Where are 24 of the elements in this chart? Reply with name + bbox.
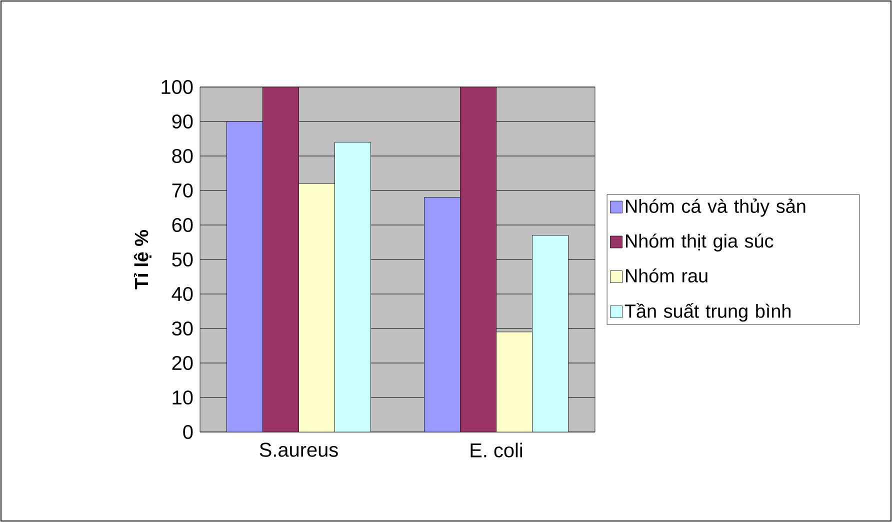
legend-label: Tần suất trung bình	[624, 303, 790, 322]
y-tick-label: 0	[183, 424, 193, 440]
x-tick-label: E. coli	[470, 442, 522, 458]
y-tick-label: 70	[172, 183, 193, 198]
x-tick-label: S.aureus	[260, 442, 338, 457]
bar	[226, 121, 263, 432]
bar	[496, 332, 532, 432]
y-axis-title: Tỉ lệ %	[134, 230, 152, 290]
y-tick-label: 100	[162, 80, 193, 94]
legend-label: Nhóm thịt gia súc	[626, 234, 774, 252]
y-tick-label: 60	[172, 218, 193, 232]
bar	[424, 197, 460, 432]
bar	[532, 235, 568, 432]
legend-label: Nhóm rau	[626, 268, 708, 282]
bar	[334, 142, 371, 432]
y-tick-label: 80	[172, 148, 193, 164]
y-tick-label: 30	[172, 321, 193, 336]
y-tick-label: 40	[172, 286, 193, 302]
legend-label: Nhóm cá và thủy sản	[626, 198, 806, 217]
y-tick-label: 50	[172, 252, 193, 267]
y-tick-label: 10	[172, 390, 193, 405]
y-tick-label: 20	[172, 356, 193, 370]
y-tick-label: 90	[172, 114, 193, 129]
bar	[298, 183, 335, 432]
